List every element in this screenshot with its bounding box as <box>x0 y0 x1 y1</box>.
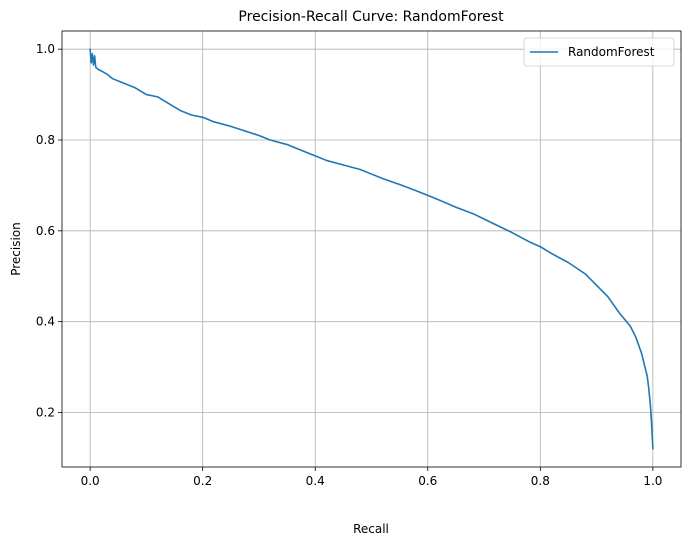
y-axis: 0.2 0.4 0.6 0.8 1.0 <box>36 42 62 420</box>
y-tick-label: 0.4 <box>36 315 55 329</box>
y-tick-label: 0.6 <box>36 224 55 238</box>
plot-frame <box>61 30 682 468</box>
x-tick-label: 1.0 <box>643 474 662 488</box>
x-axis-title: Recall <box>353 522 389 536</box>
legend-label-randomforest: RandomForest <box>568 45 655 59</box>
series-line-randomforest <box>89 48 654 450</box>
x-tick-label: 0.2 <box>193 474 212 488</box>
x-tick-label: 0.8 <box>531 474 550 488</box>
x-tick-label: 0.4 <box>306 474 325 488</box>
y-tick-label: 0.8 <box>36 133 55 147</box>
y-tick-label: 1.0 <box>36 42 55 56</box>
y-tick-label: 0.2 <box>36 406 55 420</box>
chart-title: Precision-Recall Curve: RandomForest <box>238 9 504 25</box>
x-tick-label: 0.0 <box>81 474 100 488</box>
grid-lines <box>62 31 681 467</box>
x-tick-label: 0.6 <box>418 474 437 488</box>
legend-box <box>523 37 675 67</box>
y-axis-title: Precision <box>9 222 23 276</box>
legend: RandomForest <box>523 37 675 67</box>
x-axis: 0.0 0.2 0.4 0.6 0.8 1.0 <box>81 467 662 488</box>
series-layer <box>89 48 654 450</box>
